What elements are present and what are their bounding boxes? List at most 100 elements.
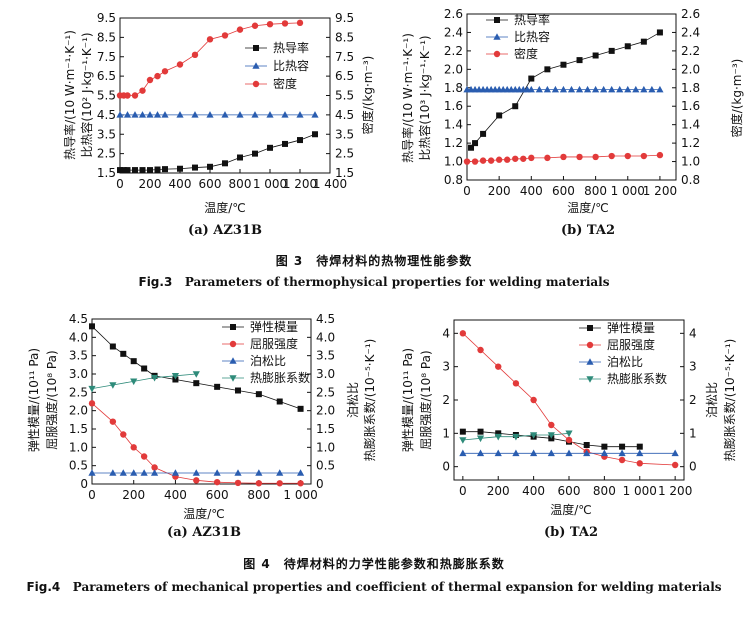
fig3a-series-2-point [296,19,304,27]
fig4a-y-tick-label: 3.0 [69,367,88,381]
fig3a-series-0-point [124,167,131,174]
fig3b-y2-tick-label: 1.8 [681,81,700,95]
fig4a-svg: 0 200 400 600 800 1 00000.51.01.52.02.53.03.5… [27,312,377,540]
fig4a-series-0-point [130,358,137,365]
fig4a-y2-axis-label: 热膨胀系数/(10⁻⁵·K⁻¹) [362,339,377,462]
fig3b-legend-label-0: 热导率 [514,12,550,27]
fig3b-series-0-point [544,66,551,73]
fig3b-series-0-point [472,140,479,147]
fig3b-series-1-point [551,85,560,93]
fig4a-x-tick-label: 0 [88,488,96,502]
fig3a-y-tick-label: 8.5 [97,30,116,44]
fig3a-y-tick-label: 1.5 [97,166,116,180]
fig4b-y2-tick-label: 0 [689,460,697,474]
fig3a-caption: (a) AZ31B [188,223,262,238]
fig3b-series-0-point [592,52,599,59]
fig4a-series-0-point [214,383,221,390]
fig4a-series-1-point [213,478,221,486]
fig4a-series-2-point [192,469,200,476]
fig3b-y-tick-label: 1.4 [444,118,463,132]
fig4a-series-2-point [140,469,148,476]
fig3b-series-2-point [471,158,479,165]
fig3a-series-1-point [153,111,162,118]
fig3b-series-1-point [535,85,543,93]
fig3a-series-1-point [161,111,169,118]
fig4b-series-1-point [459,330,467,337]
fig4b-y-tick-label: 4 [442,326,450,340]
fig3a-x-tick-label: 1 400 [313,177,347,191]
fig3a-series-1-point [146,111,154,118]
fig3a-x-tick-label: 600 [199,177,222,191]
fig3a-series-0-point [222,160,228,167]
fig3b-series-1-point [624,85,632,93]
fig4a-y2-axis-label: 泊松比 [346,382,360,418]
fig3a-series-0-point [267,144,273,151]
fig3b-series-2-point [640,152,648,160]
fig3b-series-1-point [559,85,568,93]
fig3b-y2-tick-label: 1.6 [681,99,700,113]
fig4b-legend-label-2: 泊松比 [607,355,643,369]
fig3a-series-0-point [117,167,123,174]
fig3b-series-2-point [495,156,503,163]
fig4b-x-tick-label: 800 [593,484,616,498]
fig4a-series-1-point [297,480,304,487]
fig4a-y2-tick-label: 4.0 [316,330,335,344]
fig4b-y-tick-label: 3 [442,360,450,374]
fig3a-series-1-point [138,111,147,118]
fig3a-legend-label-1: 比热容 [273,58,309,73]
fig3a-y2-tick-label: 2.5 [335,147,354,161]
fig3b-y-tick-label: 1.8 [444,81,463,95]
fig4b-series-2-point [494,449,502,457]
fig4a-series-2-point [296,469,305,476]
fig4b-series-1-point [477,346,484,354]
fig3b-series-2-point [592,153,599,161]
fig4b-y2-axis-label: 热膨胀系数/(10⁻⁵·K⁻¹) [722,339,737,462]
fig4-id: Fig.4 [26,580,61,594]
fig4a-series-0-point [109,343,116,350]
fig3a-series-0-point [162,166,168,173]
fig3b-chart: 0 200 400 600 800 1 000 1 200 0.8 1.0 1.2 1.4 1.6 1.… [374,0,748,238]
fig3b-y-tick-label: 2.6 [444,7,463,21]
fig3b-plot-frame [466,13,677,181]
fig3a-series-0-point [297,137,303,144]
fig3b-y-axis-label: 比热容(10³ J·kg⁻¹·K⁻¹) [417,35,432,160]
fig3a-y2-tick-label: 4.5 [335,108,354,122]
fig4a-series-2-point [213,469,221,476]
fig3-id: Fig.3 [138,275,173,289]
fig4a-y-axis-label: 弹性模量/(10¹¹ Pa) [27,348,41,452]
fig4a-series-0-point [297,405,304,412]
fig3a-y-tick-label: 3.5 [97,127,116,141]
fig3a-series-1-point [311,111,319,118]
fig4a-legend-marker-3 [229,375,237,382]
fig4b-x-tick-label: 600 [558,484,581,498]
fig4a-y2-tick-label: 0 [316,477,324,491]
fig4a-legend-marker-1 [229,340,237,348]
fig4b-y-tick-label: 1 [442,426,450,440]
fig4a-y2-tick-label: 0.5 [316,459,335,473]
fig3a-legend-marker-2 [252,80,260,88]
fig4b-series-line-1 [462,333,676,466]
fig4b-x-tick-label: 0 [459,484,467,498]
fig3a-series-1-point [281,111,289,118]
fig3a-series-2-point [221,32,229,39]
fig3b-series-1-point [583,85,592,93]
fig4b-series-1-point [636,460,643,467]
fig4a-series-2-point [234,469,242,476]
fig4a-series-1-point [234,479,242,487]
fig4a-legend-label-0: 弹性模量 [250,320,298,334]
fig3b-y2-axis-label: 密度/(kg·m⁻³) [729,59,744,138]
fig3b-series-1-point [575,85,584,93]
fig4a-series-2-point [171,469,180,476]
fig4a-series-2-point [255,469,263,476]
fig4a-series-0-point [141,365,148,372]
fig3b-series-2-point [560,153,567,161]
fig4b-series-3-point [494,433,502,441]
fig4b-y2-tick-label: 4 [689,326,697,340]
fig4a-series-1-point [109,418,117,425]
fig4a-series-1-point [255,480,263,487]
fig3a-x-tick-label: 200 [139,177,162,191]
fig4a-series-0-point [255,391,262,398]
fig3b-series-1-point [527,85,535,93]
fig3b-legend-marker-0 [494,17,500,23]
